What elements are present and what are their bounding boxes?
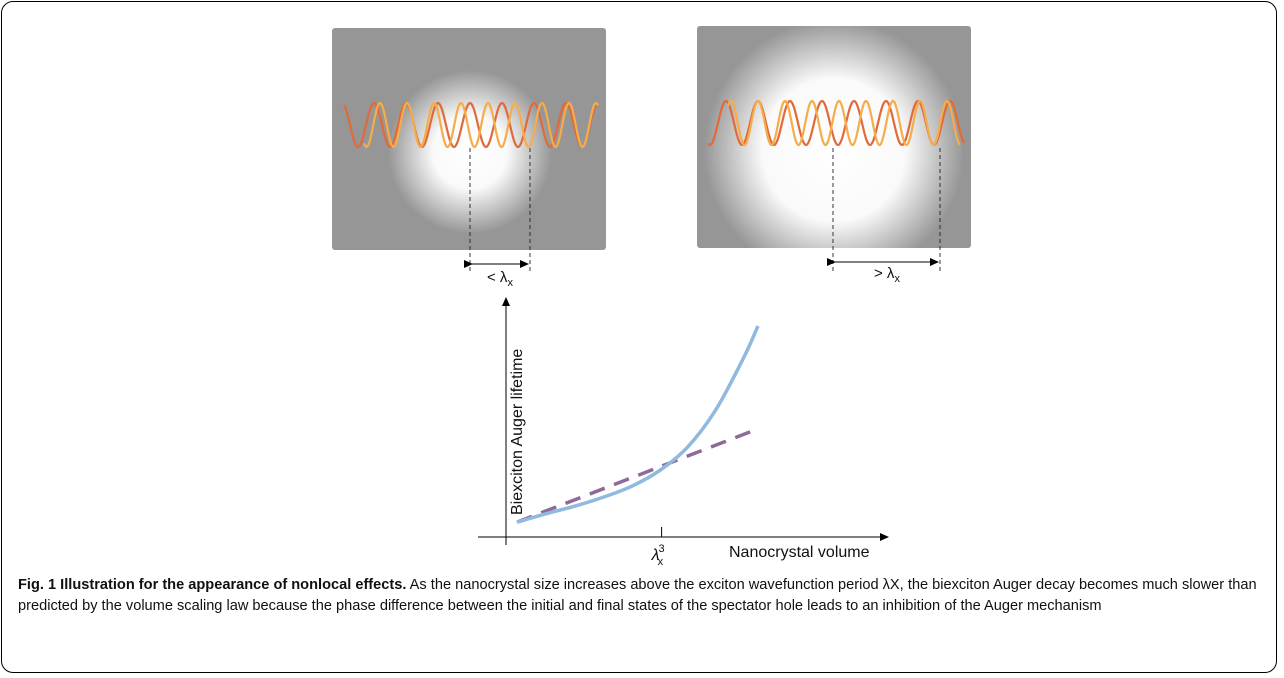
series-line-volume-scaling [516, 428, 756, 524]
caption-label: Fig. 1 Illustration for the appearance o… [18, 577, 407, 593]
panel-large-nanocrystal: > λx [697, 26, 971, 285]
final-state-wave [707, 99, 965, 147]
series-line-actual-lifetime [516, 325, 760, 524]
panel-small-nanocrystal: < λx [332, 28, 606, 289]
final-state-wave [343, 101, 599, 149]
y-axis-label: Biexciton Auger lifetime [509, 349, 526, 515]
initial-state-wave [726, 99, 961, 146]
exciton-glow [704, 26, 964, 248]
x-tick-label: λ3 x [651, 543, 665, 568]
initial-state-wave [362, 101, 599, 148]
measure-label-large: > λx [874, 265, 900, 285]
figure-illustration: < λx > λx Biexciton Auger lifetime Nanoc… [332, 26, 971, 568]
x-axis-label: Nanocrystal volume [729, 544, 870, 561]
figure-caption: Fig. 1 Illustration for the appearance o… [18, 575, 1263, 617]
measure-label-small: < λx [487, 269, 513, 289]
lifetime-vs-volume-chart: Biexciton Auger lifetime Nanocrystal vol… [478, 297, 889, 568]
caption-text: As the nanocrystal size increases above … [18, 577, 1257, 614]
